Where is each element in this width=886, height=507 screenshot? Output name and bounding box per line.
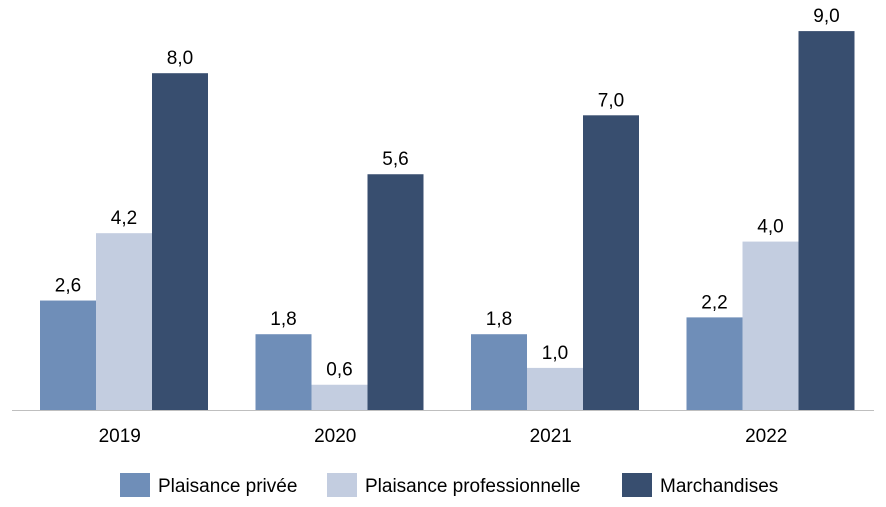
bar <box>152 73 208 410</box>
data-label: 0,6 <box>326 360 352 381</box>
data-label: 4,0 <box>757 217 783 238</box>
legend-label: Plaisance privée <box>158 476 297 497</box>
data-label: 8,0 <box>167 48 193 69</box>
bar <box>40 300 96 410</box>
data-label: 1,8 <box>486 309 512 330</box>
bar <box>527 367 583 410</box>
data-label: 1,0 <box>542 343 568 364</box>
x-tick-label: 2020 <box>314 426 356 447</box>
x-tick-label: 2021 <box>530 426 572 447</box>
bar <box>583 115 639 411</box>
bar <box>798 31 855 410</box>
data-label: 2,6 <box>55 276 81 297</box>
data-label: 1,8 <box>270 309 296 330</box>
bar <box>471 334 527 410</box>
legend-swatch <box>120 473 150 497</box>
bar <box>255 334 312 410</box>
data-label: 2,2 <box>701 292 727 313</box>
bar <box>367 174 424 410</box>
data-label: 4,2 <box>111 208 137 229</box>
legend-swatch <box>327 473 357 497</box>
bar <box>311 384 368 410</box>
legend-label: Marchandises <box>660 476 778 497</box>
data-label: 9,0 <box>813 6 839 27</box>
bar <box>686 317 743 410</box>
data-label: 7,0 <box>598 90 624 111</box>
legend-label: Plaisance professionnelle <box>365 476 580 497</box>
x-tick-label: 2019 <box>99 426 141 447</box>
data-label: 5,6 <box>382 149 408 170</box>
x-tick-label: 2022 <box>745 426 787 447</box>
bar <box>96 233 152 410</box>
bar <box>742 241 799 410</box>
legend-swatch <box>622 473 652 497</box>
